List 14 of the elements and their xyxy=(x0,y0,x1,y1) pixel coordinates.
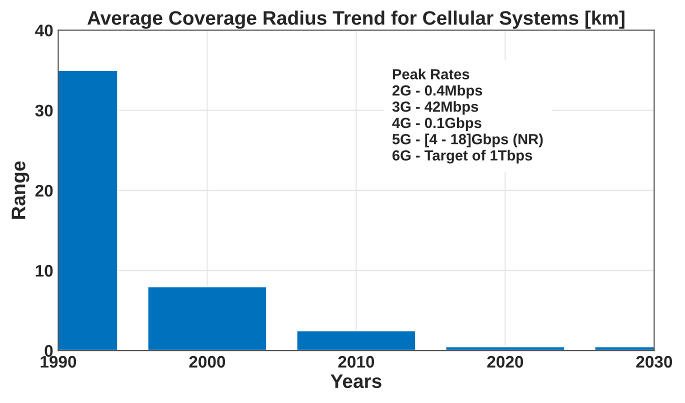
chart-title: Average Coverage Radius Trend for Cellular Systems [km] xyxy=(87,10,624,29)
x-tick-label: 2020 xyxy=(487,356,524,368)
y-tick-label: 40 xyxy=(35,24,53,36)
y-tick-label: 10 xyxy=(36,264,53,277)
x-tick-label: 2000 xyxy=(189,356,226,368)
annotation: Peak Rates 2G - 0.4Mbps 3G - 42Mbps 4G - 0.1Gbps 5G - [4 - 18]Gbps (NR) 6G - Target of 1Tbps xyxy=(392,68,543,164)
x-tick-label: 1990 xyxy=(40,356,76,368)
x-axis-title: Years xyxy=(330,374,382,388)
y-tick-label: 0 xyxy=(44,345,53,357)
x-tick-label: 2010 xyxy=(338,356,374,368)
x-tick-label: 2030 xyxy=(636,356,672,368)
y-tick-label: 30 xyxy=(35,104,53,117)
y-tick-label: 20 xyxy=(35,184,53,197)
y-axis-title: Range xyxy=(12,161,30,219)
